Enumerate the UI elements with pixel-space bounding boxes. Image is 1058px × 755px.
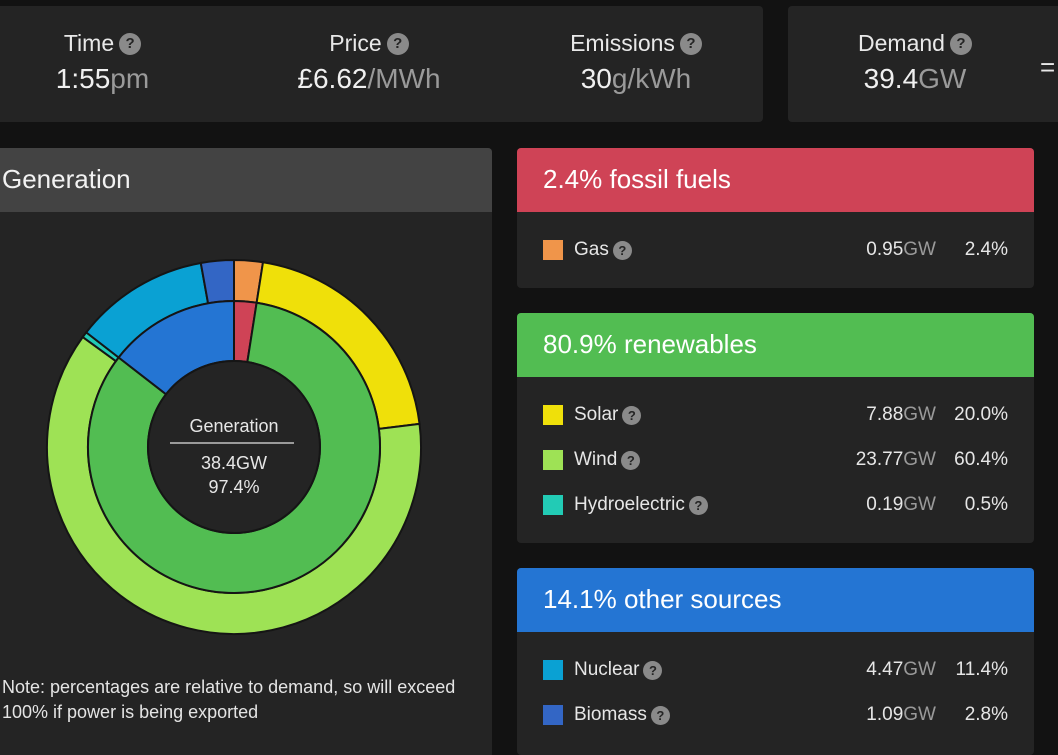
source-row-hydroelectric: Hydroelectric? 0.19GW 0.5% (543, 492, 1008, 518)
solar-pct: 20.0% (954, 404, 1008, 425)
gas-swatch (543, 240, 563, 260)
help-icon[interactable]: ? (679, 32, 702, 55)
stat-demand: Demand? 39.4GW (835, 30, 995, 95)
stat-price-value: £6.62 (297, 63, 368, 94)
other-sources-card-title: 14.1% other sources (517, 568, 1034, 632)
help-icon[interactable]: ? (949, 32, 972, 55)
fossil-card-title: 2.4% fossil fuels (517, 148, 1034, 212)
help-icon[interactable]: ? (622, 405, 642, 425)
biomass-pct: 2.8% (964, 704, 1008, 725)
fossil-card: 2.4% fossil fuels Gas? 0.95GW 2.4% (517, 148, 1034, 288)
stat-emissions: Emissions? 30g/kWh (546, 30, 726, 95)
solar-swatch (543, 405, 563, 425)
equals-sign: = (1040, 52, 1056, 82)
wind-gw-unit: GW (903, 449, 936, 470)
solar-gw: 7.88 (866, 404, 904, 425)
help-icon[interactable]: ? (621, 450, 641, 470)
nuclear-gw-unit: GW (903, 659, 936, 680)
wind-label: Wind (574, 449, 618, 470)
help-icon[interactable]: ? (386, 32, 409, 55)
biomass-gw-unit: GW (903, 704, 936, 725)
source-row-nuclear: Nuclear? 4.47GW 11.4% (543, 657, 1008, 683)
stat-time-value: 1:55 (55, 63, 111, 94)
help-icon[interactable]: ? (650, 705, 670, 725)
hydroelectric-gw-unit: GW (903, 494, 936, 515)
other-sources-card: 14.1% other sources Nuclear? 4.47GW 11.4… (517, 568, 1034, 755)
stats-panel (0, 6, 763, 122)
stat-price-unit: /MWh (367, 63, 441, 94)
hydroelectric-label: Hydroelectric (574, 494, 685, 515)
wind-gw: 23.77 (855, 449, 904, 470)
donut-center-gw: 38.4GW (201, 453, 267, 473)
nuclear-swatch (543, 660, 563, 680)
stat-demand-label: Demand (858, 30, 945, 56)
donut-center-label: Generation (189, 416, 278, 436)
solar-label: Solar (574, 404, 619, 425)
nuclear-gw: 4.47 (866, 659, 904, 680)
gas-pct: 2.4% (964, 239, 1008, 260)
renewables-card: 80.9% renewables Solar? 7.88GW 20.0% Win… (517, 313, 1034, 543)
stat-emissions-label: Emissions (570, 30, 675, 56)
stat-price: Price? £6.62/MWh (269, 30, 469, 95)
stat-time-label: Time (63, 30, 115, 56)
nuclear-label: Nuclear (574, 659, 640, 680)
wind-pct: 60.4% (954, 449, 1008, 470)
stat-price-label: Price (329, 30, 382, 56)
hydroelectric-swatch (543, 495, 563, 515)
stat-emissions-unit: g/kWh (611, 63, 692, 94)
nuclear-pct: 11.4% (955, 659, 1008, 680)
gas-label: Gas (574, 239, 609, 260)
source-row-gas: Gas? 0.95GW 2.4% (543, 237, 1008, 263)
generation-title: Generation (0, 148, 492, 212)
stat-emissions-value: 30 (580, 63, 612, 94)
stat-time-unit: pm (110, 63, 150, 94)
help-icon[interactable]: ? (119, 32, 142, 55)
source-row-solar: Solar? 7.88GW 20.0% (543, 402, 1008, 428)
wind-swatch (543, 450, 563, 470)
gas-gw-unit: GW (903, 239, 936, 260)
help-icon[interactable]: ? (688, 495, 708, 515)
stat-demand-unit: GW (918, 63, 967, 94)
donut-hole (147, 360, 321, 534)
note-text: Note: percentages are relative to demand… (2, 677, 456, 722)
biomass-gw: 1.09 (866, 704, 904, 725)
source-row-biomass: Biomass? 1.09GW 2.8% (543, 702, 1008, 728)
hydroelectric-pct: 0.5% (964, 494, 1008, 515)
biomass-label: Biomass (574, 704, 647, 725)
solar-gw-unit: GW (903, 404, 936, 425)
source-row-wind: Wind? 23.77GW 60.4% (543, 447, 1008, 473)
renewables-card-title: 80.9% renewables (517, 313, 1034, 377)
stat-time: Time? 1:55pm (30, 30, 175, 95)
donut-center-pct: 97.4% (208, 477, 259, 497)
help-icon[interactable]: ? (612, 240, 632, 260)
generation-donut-chart: Generation 38.4GW 97.4% (46, 258, 422, 635)
help-icon[interactable]: ? (643, 660, 663, 680)
generation-panel: Generation Generation 38.4GW 97.4% Note:… (0, 148, 492, 755)
biomass-swatch (543, 705, 563, 725)
stat-demand-value: 39.4 (863, 63, 919, 94)
hydroelectric-gw: 0.19 (866, 494, 904, 515)
demand-panel (788, 6, 1058, 122)
gas-gw: 0.95 (866, 239, 904, 260)
